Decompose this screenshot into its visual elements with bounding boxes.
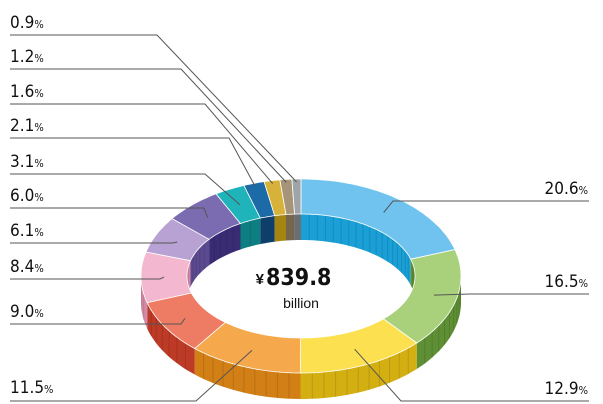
percent-labels: 20.6% 16.5% 12.9% 11.5% 0.9% 1.2% 1.6% 2.1% 3.1%… <box>10 13 588 399</box>
leader-line-2 <box>354 348 589 402</box>
leader-line-10 <box>10 103 274 184</box>
inner-wall-slice-6 <box>190 239 210 287</box>
leader-lines <box>10 34 589 402</box>
slice-label-4: 9.0% <box>10 302 44 322</box>
leader-line-12 <box>10 34 297 183</box>
leader-line-0 <box>383 200 589 213</box>
slice-label-5: 8.4% <box>10 257 44 277</box>
slice-label-6: 6.1% <box>10 221 44 241</box>
outer-wall-slice-3 <box>194 348 301 399</box>
total-unit: billion <box>283 295 319 311</box>
slice-label-12: 0.9% <box>10 13 44 33</box>
leader-line-5 <box>10 276 165 280</box>
slice-label-9: 2.1% <box>10 116 44 136</box>
slice-label-0: 20.6% <box>545 179 588 199</box>
center-total: ¥ 839.8 billion <box>256 265 332 311</box>
leader-line-6 <box>10 241 178 244</box>
outer-wall-slice-4 <box>147 302 195 375</box>
outer-wall-slice-5 <box>141 276 148 329</box>
inner-wall-slice-12 <box>294 214 301 241</box>
total-currency: ¥ <box>256 271 265 288</box>
slice-label-3: 11.5% <box>10 378 53 398</box>
leader-line-9 <box>10 137 256 187</box>
inner-wall-slice-7 <box>209 223 241 266</box>
slice-label-10: 1.6% <box>10 82 44 102</box>
inner-wall-slice-9 <box>260 215 275 245</box>
outer-wall-slice-2 <box>300 343 417 399</box>
slice-label-7: 6.0% <box>10 186 44 206</box>
leader-line-7 <box>10 207 209 218</box>
inner-wall-slice-11 <box>286 214 295 241</box>
leader-line-8 <box>10 173 241 206</box>
leader-line-11 <box>10 68 287 183</box>
outer-wall-slice-1 <box>416 276 461 369</box>
slice-top-12 <box>291 178 302 215</box>
leader-line-3 <box>10 349 253 402</box>
inner-wall-slice-8 <box>240 218 261 250</box>
leader-line-4 <box>10 318 186 325</box>
leader-line-1 <box>433 293 589 296</box>
inner-wall-slice-10 <box>274 214 286 242</box>
inner-wall-slice-0 <box>301 214 411 286</box>
slice-label-11: 1.2% <box>10 47 44 67</box>
slice-label-8: 3.1% <box>10 152 44 172</box>
slice-label-1: 16.5% <box>545 272 588 292</box>
total-amount: 839.8 <box>266 265 331 291</box>
ring-top-faces <box>140 178 462 374</box>
slice-label-2: 12.9% <box>545 379 588 399</box>
